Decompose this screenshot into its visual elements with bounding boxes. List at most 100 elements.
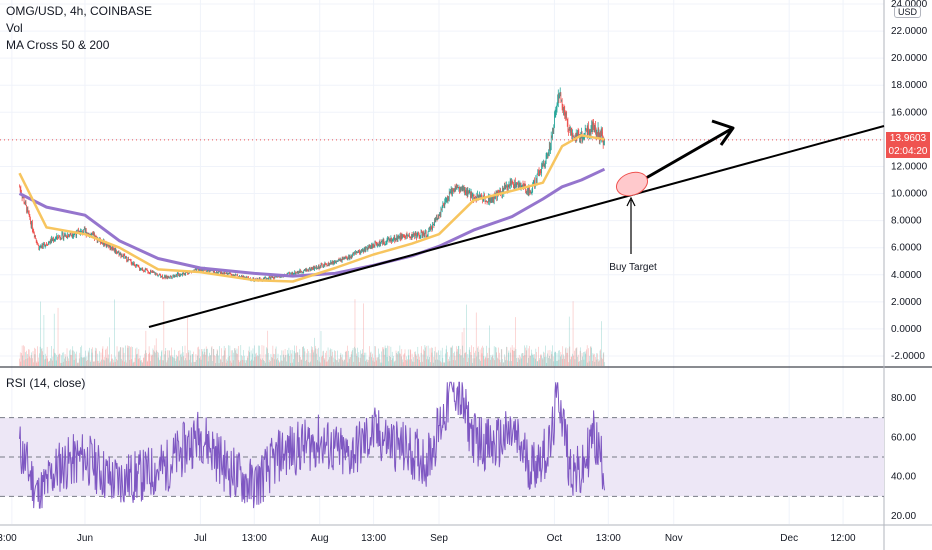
volume-bar xyxy=(369,346,370,366)
volume-bar xyxy=(271,357,273,366)
candle-body xyxy=(603,140,605,144)
volume-bar xyxy=(198,346,199,366)
ma-200-line xyxy=(18,167,606,278)
volume-bar xyxy=(525,347,526,366)
volume-bar xyxy=(315,348,317,366)
candle-body xyxy=(557,101,558,104)
volume-bar xyxy=(450,347,452,366)
candle-body xyxy=(116,252,118,254)
volume-bar xyxy=(394,360,396,366)
volume-bar xyxy=(223,355,224,366)
candle-body xyxy=(28,210,29,214)
volume-bar xyxy=(543,352,545,366)
candle-body xyxy=(415,233,416,237)
volume-bar xyxy=(529,355,531,366)
volume-bar xyxy=(542,359,544,366)
volume-bar xyxy=(133,361,134,366)
candle-body xyxy=(296,272,297,274)
candle-body xyxy=(170,275,171,278)
volume-bar xyxy=(146,352,147,366)
ma-cross-label[interactable]: MA Cross 50 & 200 xyxy=(6,38,110,52)
candle-body xyxy=(118,251,119,253)
volume-bar xyxy=(429,356,430,366)
candle-body xyxy=(372,243,373,248)
candle-body xyxy=(540,170,541,173)
volume-bar xyxy=(118,352,120,366)
volume-bar xyxy=(264,361,265,366)
volume-bar xyxy=(127,347,129,366)
volume-bar xyxy=(62,352,63,366)
candle-body xyxy=(63,236,65,239)
candle-body xyxy=(128,258,129,260)
target-arrow-head xyxy=(711,119,735,146)
candle-body xyxy=(384,244,386,245)
candle-body xyxy=(64,234,66,237)
volume-bar xyxy=(198,349,200,366)
volume-bar xyxy=(319,356,320,366)
volume-bar xyxy=(53,313,55,366)
candle-body xyxy=(506,185,507,187)
rsi-label[interactable]: RSI (14, close) xyxy=(6,376,86,390)
candle-body xyxy=(486,201,487,203)
volume-bar xyxy=(472,362,473,366)
candle-body xyxy=(162,275,163,278)
volume-bar xyxy=(50,357,51,366)
candle-body xyxy=(583,137,584,139)
volume-bar xyxy=(51,345,52,366)
candle-body xyxy=(327,263,329,267)
volume-bar xyxy=(143,357,145,366)
candle-body xyxy=(430,225,431,229)
volume-bar xyxy=(109,362,111,366)
candle-body xyxy=(402,234,404,236)
candle-body xyxy=(57,237,59,239)
candle-body xyxy=(85,230,87,235)
volume-bar xyxy=(473,346,474,366)
volume-bar xyxy=(334,350,335,366)
volume-bar xyxy=(94,347,96,366)
symbol-title[interactable]: OMG/USD, 4h, COINBASE xyxy=(6,4,153,18)
volume-bar xyxy=(258,345,260,366)
candle-body xyxy=(343,257,345,259)
volume-bar xyxy=(351,351,353,366)
candle-body xyxy=(200,269,201,271)
candle-body xyxy=(83,229,84,233)
volume-bar xyxy=(441,362,442,366)
candle-body xyxy=(590,130,592,134)
candle-body xyxy=(418,234,420,237)
candle-body xyxy=(195,268,197,271)
candle-body xyxy=(588,127,589,130)
volume-bar xyxy=(313,352,314,366)
volume-bar xyxy=(37,361,39,366)
candle-body xyxy=(505,186,506,190)
candle-body xyxy=(597,133,598,135)
candle-body xyxy=(35,238,37,242)
candle-body xyxy=(188,271,190,274)
volume-label[interactable]: Vol xyxy=(6,21,23,35)
currency-badge[interactable]: USD xyxy=(894,6,922,18)
candle-body xyxy=(311,268,313,269)
candle-body xyxy=(311,268,312,270)
volume-bar xyxy=(311,349,313,366)
volume-bar xyxy=(514,350,515,366)
volume-bar xyxy=(34,347,35,366)
candle-body xyxy=(540,172,542,173)
candle-body xyxy=(271,276,272,278)
candle-body xyxy=(355,252,356,254)
volume-bar xyxy=(370,352,371,366)
candle-body xyxy=(31,222,32,227)
volume-bar xyxy=(115,356,117,366)
volume-bar xyxy=(65,356,66,366)
candle-body xyxy=(420,235,421,238)
volume-bar xyxy=(519,359,521,366)
volume-bar xyxy=(359,357,361,366)
volume-bar xyxy=(381,351,382,366)
volume-bar xyxy=(96,360,98,366)
volume-bar xyxy=(229,345,231,366)
candle-body xyxy=(602,132,603,139)
volume-bar xyxy=(130,347,131,366)
volume-bar xyxy=(444,362,446,366)
volume-bar xyxy=(89,360,91,366)
volume-bar xyxy=(525,350,527,366)
candle-body xyxy=(548,151,549,154)
